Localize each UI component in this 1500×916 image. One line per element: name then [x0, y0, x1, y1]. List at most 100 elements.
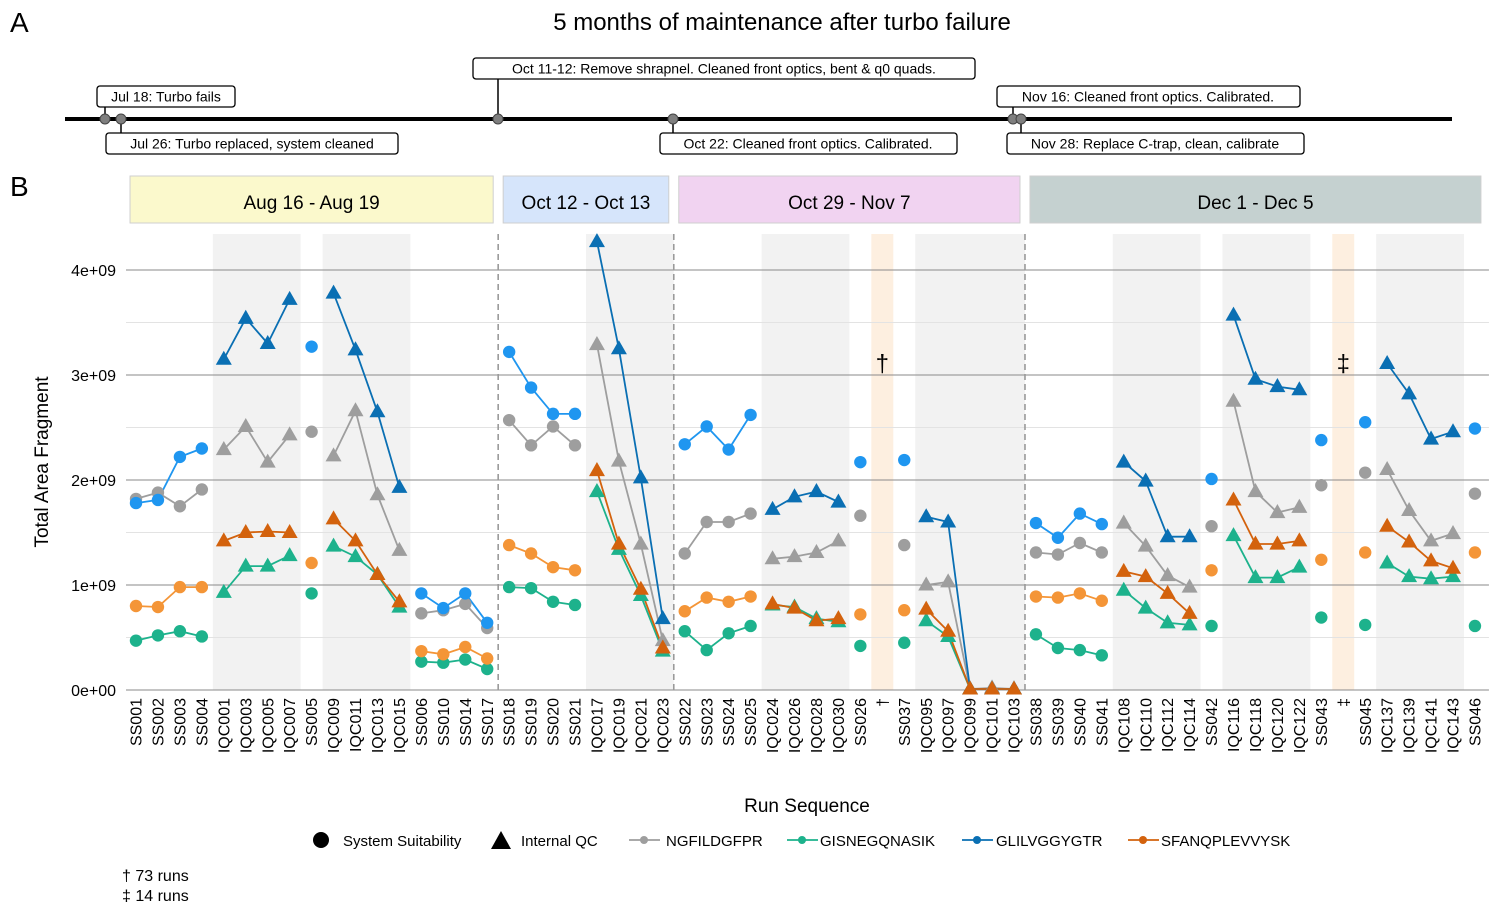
point-glilvggygtr-41 — [1029, 516, 1043, 530]
x-tick-label-20: SS021 — [568, 698, 585, 746]
series-line-sfanqplevvysk-0 — [135, 586, 202, 608]
point-ngfildgfpr-57 — [1379, 461, 1396, 476]
point-ngfildgfpr-9 — [325, 447, 342, 462]
point-sfanqplevvysk-9 — [325, 510, 342, 525]
x-tick-label-24: IQC023 — [655, 698, 672, 753]
x-tick-label-21: IQC017 — [590, 698, 607, 753]
point-ngfildgfpr-19 — [546, 420, 560, 433]
series-line-sfanqplevvysk-15 — [1232, 499, 1300, 545]
point-gisnegqnasik-27 — [722, 627, 735, 640]
point-ngfildgfpr-43 — [1073, 536, 1087, 550]
series-line-ngfildgfpr-5 — [508, 419, 576, 447]
point-sfanqplevvysk-35 — [898, 604, 911, 617]
gap-marker-1: ‡ — [1337, 350, 1350, 377]
point-sfanqplevvysk-37 — [940, 622, 957, 637]
timeline-label-nov16: Nov 16: Cleaned front optics. Calibrated… — [1022, 89, 1274, 105]
series-line-ngfildgfpr-1 — [223, 425, 291, 464]
series-line-gisnegqnasik-4 — [421, 658, 488, 670]
x-tick-label-60: IQC143 — [1446, 698, 1463, 753]
point-gisnegqnasik-35 — [898, 636, 911, 649]
x-tick-label-33: SS026 — [853, 698, 870, 746]
x-tick-label-31: IQC028 — [809, 698, 826, 753]
footnote-dagger: † 73 runs — [122, 868, 189, 885]
point-ngfildgfpr-12 — [391, 541, 408, 556]
legend-label-ngfildgfpr: NGFILDGFPR — [666, 833, 763, 850]
point-glilvggygtr-3 — [195, 442, 209, 455]
series-line-glilvggygtr-1 — [223, 298, 291, 360]
point-gisnegqnasik-2 — [173, 625, 187, 638]
point-gisnegqnasik-1 — [151, 629, 165, 642]
facet-strip-label-0: Aug 16 - Aug 19 — [243, 193, 379, 214]
point-glilvggygtr-20 — [568, 407, 582, 421]
point-ngfildgfpr-13 — [415, 607, 428, 620]
x-tick-label-23: IQC021 — [633, 698, 650, 753]
x-tick-label-8: SS005 — [304, 698, 321, 746]
legend-label-gisnegqnasik: GISNEGQNASIK — [820, 833, 935, 850]
point-glilvggygtr-8 — [305, 340, 318, 353]
x-tick-label-55: ‡ — [1336, 698, 1353, 707]
point-ngfildgfpr-47 — [1159, 567, 1176, 582]
point-glilvggygtr-13 — [415, 587, 428, 600]
x-tick-label-6: IQC005 — [260, 698, 277, 753]
x-tick-label-51: IQC118 — [1248, 698, 1265, 752]
point-sfanqplevvysk-18 — [524, 547, 538, 560]
point-sfanqplevvysk-1 — [151, 600, 165, 614]
x-tick-label-15: SS014 — [458, 698, 475, 746]
series-line-ngfildgfpr-0 — [135, 488, 203, 508]
series-line-sfanqplevvysk-3 — [332, 518, 401, 603]
point-glilvggygtr-32 — [830, 493, 847, 508]
point-sfanqplevvysk-49 — [1205, 564, 1218, 577]
point-glilvggygtr-44 — [1095, 517, 1109, 531]
iqc-band-7 — [1376, 234, 1464, 690]
point-glilvggygtr-17 — [502, 345, 516, 359]
point-sfanqplevvysk-20 — [568, 564, 582, 577]
point-sfanqplevvysk-25 — [678, 605, 691, 618]
point-ngfildgfpr-33 — [854, 509, 867, 522]
point-sfanqplevvysk-43 — [1073, 587, 1087, 600]
point-sfanqplevvysk-3 — [195, 580, 209, 594]
series-line-ngfildgfpr-3 — [332, 408, 401, 551]
facet-separators — [497, 234, 1026, 690]
facet-strip-label-1: Oct 12 - Oct 13 — [522, 193, 651, 214]
point-ngfildgfpr-59 — [1423, 532, 1440, 547]
point-gisnegqnasik-18 — [524, 581, 538, 595]
gap-markers: † ‡ — [876, 350, 1350, 377]
series-line-glilvggygtr-12 — [1035, 512, 1103, 539]
series-line-glilvggygtr-4 — [420, 592, 488, 624]
point-glilvggygtr-46 — [1137, 472, 1154, 487]
point-ngfildgfpr-54 — [1315, 479, 1328, 492]
point-glilvggygtr-24 — [654, 610, 671, 625]
panel-label-a: A — [10, 7, 29, 38]
point-gisnegqnasik-36 — [918, 612, 935, 627]
point-ngfildgfpr-41 — [1029, 546, 1043, 559]
series-line-gisnegqnasik-18 — [1386, 562, 1454, 580]
point-sfanqplevvysk-24 — [654, 639, 671, 654]
point-glilvggygtr-31 — [808, 483, 825, 498]
x-tick-label-12: IQC015 — [392, 698, 409, 753]
point-sfanqplevvysk-5 — [237, 524, 254, 539]
iqc-band-4 — [915, 234, 1025, 690]
iqc-band-2 — [585, 234, 674, 690]
point-ngfildgfpr-28 — [744, 507, 757, 520]
timeline-label-oct22: Oct 22: Cleaned front optics. Calibrated… — [683, 136, 932, 152]
point-sfanqplevvysk-61 — [1468, 546, 1482, 559]
series-line-gisnegqnasik-5 — [509, 586, 576, 606]
series-line-sfanqplevvysk-12 — [1035, 592, 1103, 602]
point-ngfildgfpr-20 — [568, 439, 582, 452]
x-tick-label-57: IQC137 — [1380, 698, 1397, 753]
point-glilvggygtr-2 — [173, 450, 187, 464]
x-tick-label-49: SS042 — [1204, 698, 1221, 746]
point-glilvggygtr-22 — [610, 340, 627, 355]
point-glilvggygtr-37 — [940, 513, 957, 528]
point-ngfildgfpr-61 — [1468, 487, 1482, 500]
panel-label-b: B — [10, 171, 29, 202]
y-tick-label-4: 4e+09 — [71, 263, 116, 280]
series-line-gisnegqnasik-0 — [135, 630, 203, 642]
point-ngfildgfpr-49 — [1205, 520, 1218, 533]
series-line-sfanqplevvysk-6 — [596, 470, 664, 649]
x-tick-label-27: SS024 — [721, 698, 738, 746]
series-line-ngfildgfpr-15 — [1232, 401, 1300, 514]
legend: System Suitability Internal QC NGFILDGFP… — [313, 831, 1290, 850]
point-sfanqplevvysk-26 — [700, 591, 713, 604]
series-line-glilvggygtr-18 — [1386, 362, 1454, 441]
